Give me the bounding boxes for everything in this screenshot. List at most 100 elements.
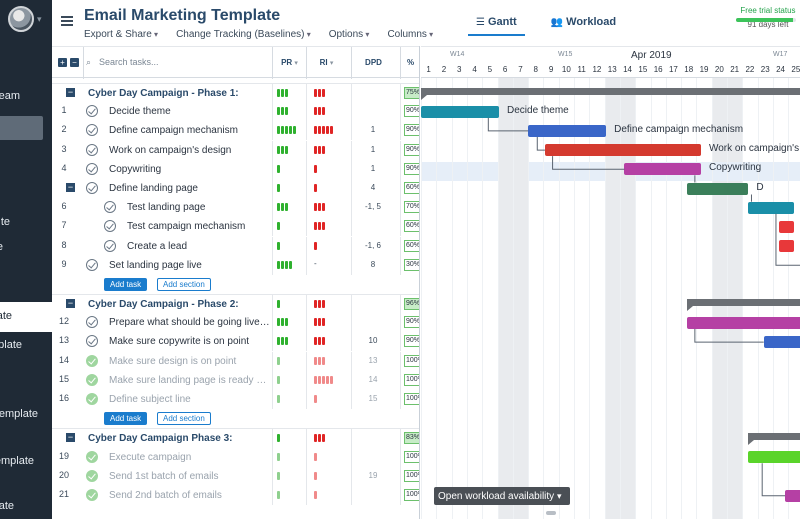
task-name[interactable]: Prepare what should be going live fi... <box>109 317 270 329</box>
section-row[interactable]: − Cyber Day Campaign Phase 3: 83% <box>52 428 419 449</box>
add-section-button[interactable]: Add section <box>157 277 211 291</box>
task-name[interactable]: Test campaign mechanism <box>127 221 246 233</box>
task-name[interactable]: Set landing page live <box>109 259 202 271</box>
gantt-bar-create-lead[interactable] <box>779 240 795 253</box>
task-name[interactable]: Make sure copywrite is on point <box>109 336 250 348</box>
section-row[interactable]: − Cyber Day Campaign - Phase 1: 75% <box>52 83 419 103</box>
table-row[interactable]: 21 Send 2nd batch of emails 100% <box>52 485 419 505</box>
open-workload-button[interactable]: Open workload availability ▾ <box>434 487 570 505</box>
table-row[interactable]: 8 Create a lead -1, 6 60% <box>52 236 419 256</box>
expand-all-icon[interactable]: + <box>58 58 67 67</box>
avatar[interactable] <box>8 6 34 32</box>
trial-status[interactable]: Free trial status 91 days left <box>736 6 800 29</box>
collapse-icon[interactable]: − <box>66 298 75 309</box>
tab-workload[interactable]: 👥 Workload <box>543 12 624 36</box>
collapse-all-icon[interactable]: − <box>70 58 79 67</box>
complete-checkbox-icon[interactable] <box>86 316 98 329</box>
task-name[interactable]: Send 2nd batch of emails <box>109 489 222 501</box>
complete-checkbox-icon[interactable] <box>86 124 98 137</box>
table-row[interactable]: 16 Define subject line 15 100% <box>52 390 419 409</box>
table-row[interactable]: 19 Execute campaign 100% <box>52 447 419 467</box>
filter-icon[interactable]: ▾ <box>294 60 298 67</box>
complete-checkbox-icon[interactable] <box>86 450 98 463</box>
gantt-bar-decide-theme[interactable] <box>421 105 500 118</box>
menu-export-share[interactable]: Export & Share <box>84 29 158 40</box>
task-name[interactable]: Cyber Day Campaign Phase 3: <box>88 433 233 445</box>
complete-checkbox-icon[interactable] <box>86 335 98 348</box>
task-name[interactable]: Cyber Day Campaign - Phase 1: <box>88 88 239 99</box>
task-name[interactable]: Make sure design is on point <box>109 355 237 367</box>
table-row[interactable]: 20 Send 1st batch of emails 19 100% <box>52 466 419 486</box>
chevron-down-icon[interactable]: ▾ <box>37 14 42 24</box>
task-name[interactable]: Define landing page <box>109 182 198 194</box>
collapse-icon[interactable]: − <box>66 87 75 97</box>
tab-gantt[interactable]: ☰ Gantt <box>468 12 525 36</box>
task-name[interactable]: Execute campaign <box>109 451 192 463</box>
menu-change-tracking[interactable]: Change Tracking (Baselines) <box>176 29 311 40</box>
complete-checkbox-icon[interactable] <box>86 393 98 405</box>
table-row[interactable]: 3 Work on campaign's design 1 90% <box>52 140 419 160</box>
column-header-dpd[interactable]: DPD <box>351 47 395 79</box>
task-name[interactable]: Test landing page <box>127 202 206 214</box>
task-name[interactable]: Define subject line <box>109 394 191 405</box>
table-row[interactable]: 12 Prepare what should be going live fi..… <box>52 313 419 333</box>
table-row[interactable]: 6 Test landing page -1, 5 70% <box>52 198 419 218</box>
collapse-icon[interactable]: − <box>66 432 75 443</box>
search-input[interactable]: Search tasks... <box>99 57 159 67</box>
task-name[interactable]: Copywriting <box>109 163 162 175</box>
filter-icon[interactable]: ▾ <box>329 60 334 67</box>
gantt-bar-test-mechanism[interactable] <box>779 220 795 233</box>
gantt-bar-second-batch[interactable] <box>785 489 800 502</box>
complete-checkbox-icon[interactable] <box>86 181 98 194</box>
complete-checkbox-icon[interactable] <box>104 220 116 233</box>
column-header-ri[interactable]: RI ▾ <box>306 47 346 79</box>
table-row[interactable]: 15 Make sure landing page is ready an... 1… <box>52 370 419 390</box>
add-section-button[interactable]: Add section <box>157 412 211 426</box>
gantt-bar-copywrite-check[interactable] <box>763 336 800 349</box>
complete-checkbox-icon[interactable] <box>104 201 116 214</box>
section-row[interactable]: − Cyber Day Campaign - Phase 2: 96% <box>52 294 419 315</box>
gantt-bar-copywriting[interactable] <box>624 163 701 176</box>
table-row[interactable]: 14 Make sure design is on point 13 100% <box>52 351 419 371</box>
gantt-bar-landing-page[interactable] <box>687 182 749 195</box>
task-name[interactable]: Cyber Day Campaign - Phase 2: <box>88 299 239 311</box>
collapse-icon[interactable]: − <box>66 181 75 192</box>
gantt-bar-execute-campaign[interactable] <box>748 451 800 464</box>
table-row[interactable]: 1 Decide theme 90% <box>52 102 419 122</box>
add-task-button[interactable]: Add task <box>104 277 148 291</box>
sidebar-item-active[interactable]: ate <box>0 302 52 332</box>
task-name[interactable]: Define campaign mechanism <box>109 125 238 137</box>
gantt-bar-campaign-design[interactable] <box>544 144 701 157</box>
summary-bar[interactable] <box>748 433 800 446</box>
complete-checkbox-icon[interactable] <box>86 469 98 482</box>
task-name[interactable]: Send 1st batch of emails <box>109 470 219 482</box>
column-header-percent[interactable]: % <box>400 47 419 79</box>
table-row[interactable]: 13 Make sure copywrite is on point 10 90% <box>52 332 419 352</box>
task-name[interactable]: Decide theme <box>109 106 171 118</box>
complete-checkbox-icon[interactable] <box>86 143 98 156</box>
task-name[interactable]: Work on campaign's design <box>109 144 232 156</box>
complete-checkbox-icon[interactable] <box>86 488 98 501</box>
gantt-bar-test-landing[interactable] <box>748 201 795 214</box>
table-row[interactable]: 9 Set landing page live - 8 30% <box>52 255 419 275</box>
complete-checkbox-icon[interactable] <box>86 105 98 118</box>
table-row[interactable]: 7 Test campaign mechanism 60% <box>52 217 419 237</box>
table-row[interactable]: 4 Copywriting 1 90% <box>52 159 419 179</box>
summary-bar[interactable] <box>687 298 800 311</box>
menu-options[interactable]: Options <box>329 29 370 40</box>
complete-checkbox-icon[interactable] <box>86 162 98 175</box>
task-name[interactable]: Create a lead <box>127 240 188 252</box>
table-row[interactable]: 2 Define campaign mechanism 1 90% <box>52 121 419 141</box>
gantt-bar-campaign-mechanism[interactable] <box>528 124 607 137</box>
horizontal-scrollbar[interactable] <box>546 511 556 515</box>
complete-checkbox-icon[interactable] <box>104 239 116 252</box>
complete-checkbox-icon[interactable] <box>86 258 98 271</box>
complete-checkbox-icon[interactable] <box>86 373 98 386</box>
hamburger-menu-icon[interactable] <box>61 16 73 26</box>
complete-checkbox-icon[interactable] <box>86 354 98 367</box>
column-header-pr[interactable]: PR ▾ <box>272 47 306 79</box>
add-task-button[interactable]: Add task <box>104 412 148 426</box>
menu-columns[interactable]: Columns <box>387 29 433 40</box>
summary-bar[interactable] <box>421 87 800 100</box>
